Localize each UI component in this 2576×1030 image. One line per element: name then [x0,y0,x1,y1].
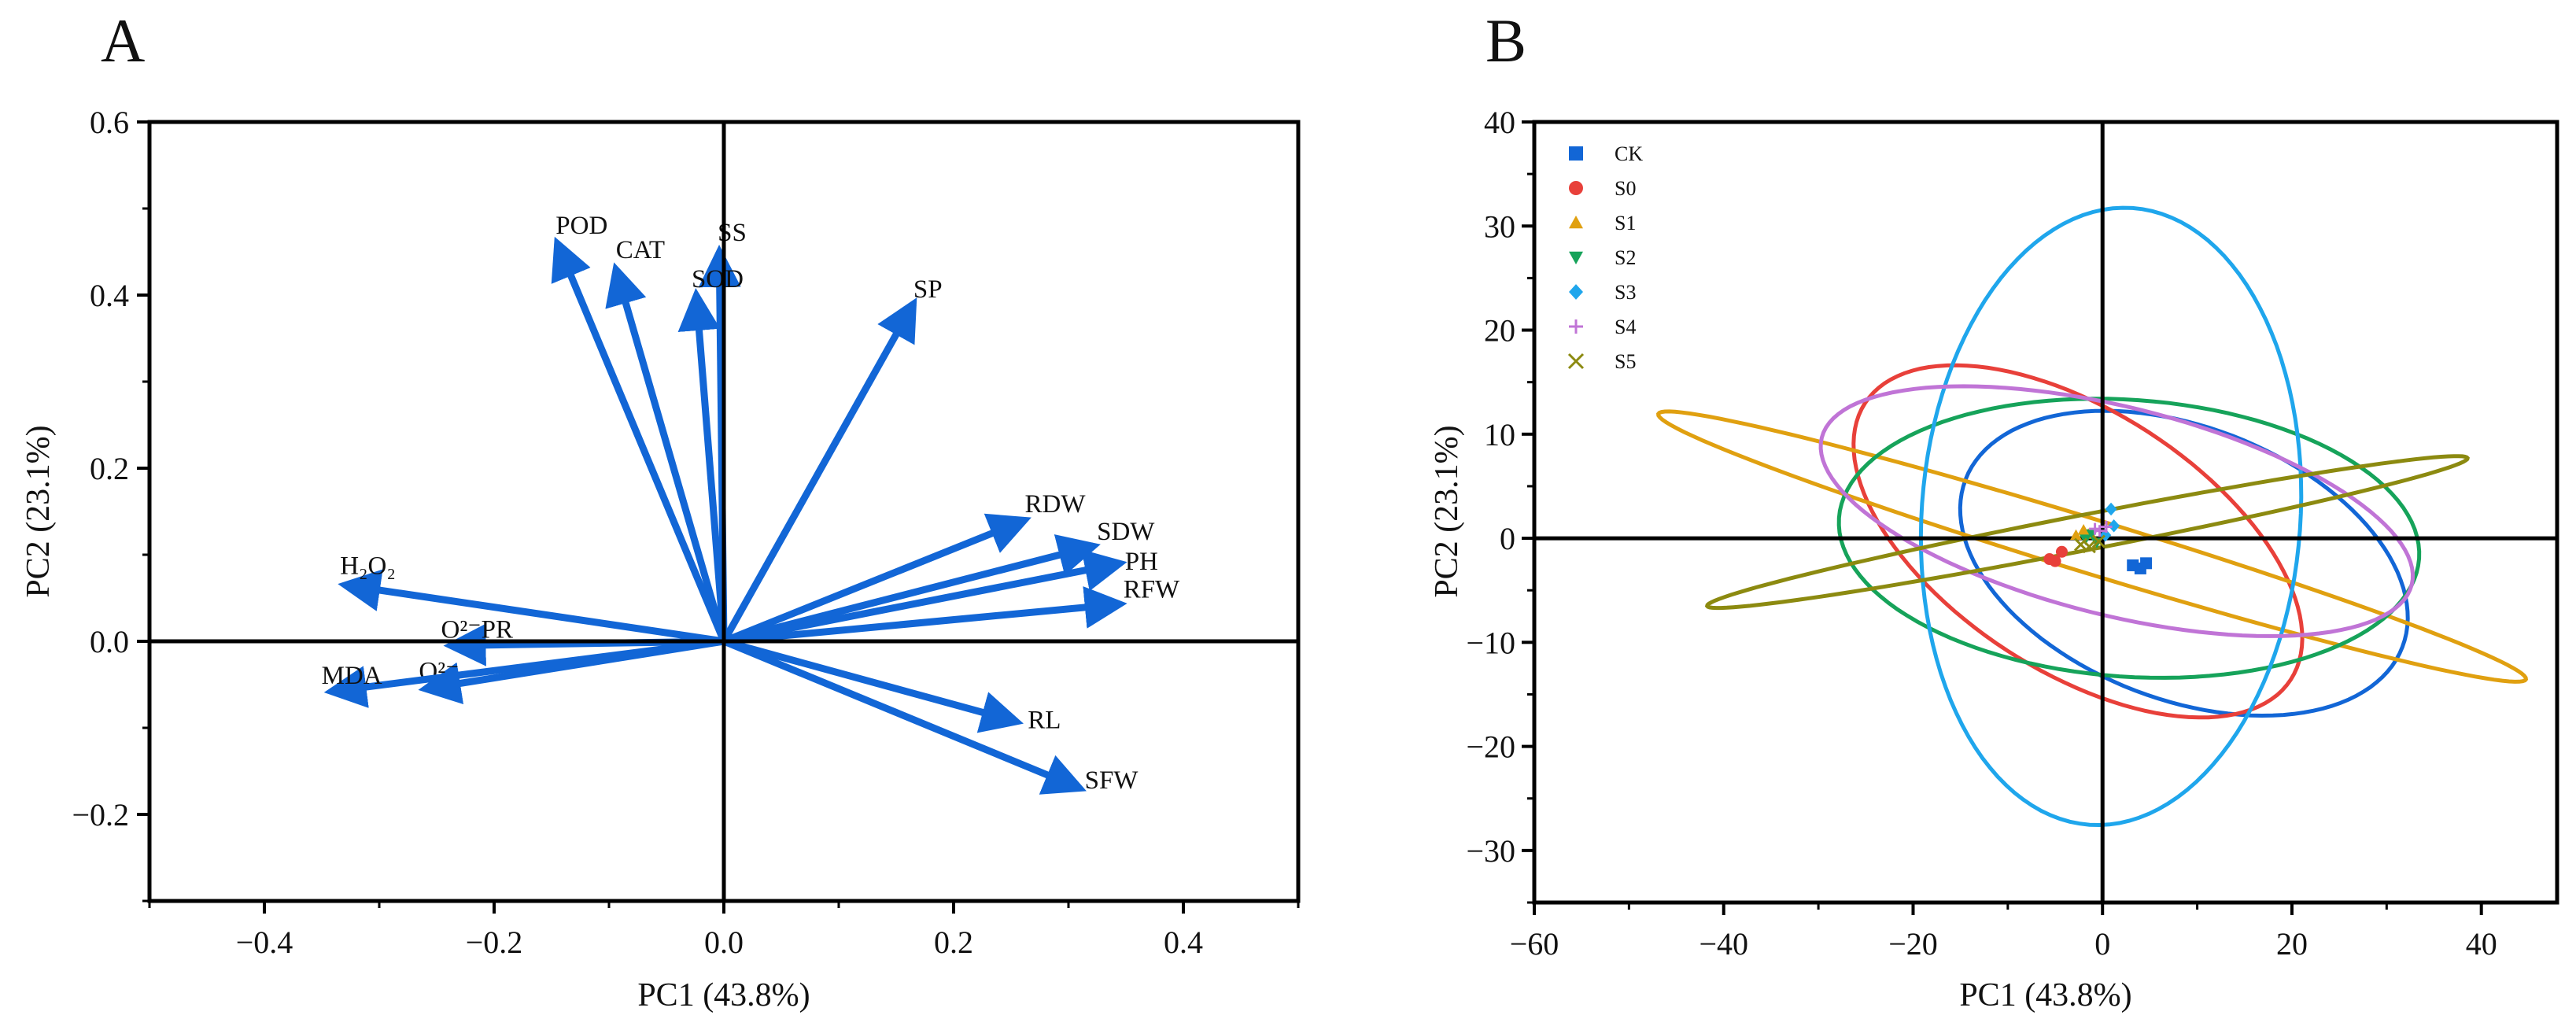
panel-b-x-tick-label: −60 [1510,926,1559,962]
loading-arrow-9 [722,637,1024,733]
panel-b-y-tick-label: 10 [1484,417,1515,452]
panel-b-y-tick-label: 30 [1484,209,1515,244]
panel-b-plot-frame [1532,120,2559,905]
loading-label-10: SFW [1085,766,1139,795]
panel-a-y-tick-label: 0.6 [90,105,129,140]
panel-a-y-tick-label: 0.2 [90,451,129,486]
loading-label-11: H₂O₂ [340,552,396,581]
legend-marker-ck [1569,146,1583,161]
data-point-s0 [2055,545,2068,558]
legend-label-ck: CK [1615,142,1643,165]
loading-label-1: CAT [616,236,665,264]
panel-b-legend: CK S0 S1 S2 S3 S4 S5 [1567,142,1643,373]
loading-label-8: RFW [1124,576,1180,604]
data-point-s0 [2049,555,2061,567]
panel-b-y-tick-label: 40 [1484,105,1515,140]
legend-label-s4: S4 [1615,316,1636,338]
panel-b-y-tick-label: −30 [1466,833,1515,869]
panel-b-y-axis-label: PC2 (23.1%) [1429,425,1465,597]
panel-a-x-tick-label: 0.2 [934,925,973,960]
panel-a-x-axis-label: PC1 (43.8%) [637,977,810,1013]
confidence-ellipse-s4 [1818,384,2415,638]
loading-label-0: POD [555,212,607,240]
panel-b-y-tick-label: 0 [1500,521,1515,556]
loading-label-4: SP [913,275,943,304]
loading-arrow-8 [723,586,1127,645]
panel-a-x-tick-label: −0.2 [466,925,523,960]
loading-label-14: MDA [322,662,382,690]
legend-marker-s1 [1569,216,1583,229]
loading-label-3: SOD [692,265,744,293]
legend-label-s2: S2 [1615,246,1636,269]
legend-marker-s0 [1569,181,1583,195]
loading-arrow-0 [551,236,728,643]
confidence-ellipse-s1 [1656,409,2529,684]
loading-label-6: SDW [1097,518,1155,546]
loading-arrow-10 [722,637,1087,795]
legend-marker-s4 [1569,319,1583,334]
confidence-ellipse-s2 [1836,397,2422,680]
confidence-ellipse-s5 [1704,454,2471,611]
data-point-s4 [2100,521,2113,533]
panel-b-x-tick-label: −40 [1699,926,1748,962]
data-point-ck [2134,562,2146,574]
data-point-s5 [2082,540,2096,554]
panel-a-y-axis-label: PC2 (23.1%) [20,425,57,597]
panel-a-letter: A [101,6,145,75]
legend-label-s1: S1 [1615,212,1636,234]
panel-b-y-tick-label: −10 [1466,625,1515,660]
panel-a-y-tick-label: 0.4 [90,278,129,313]
loading-arrow-6 [722,534,1101,645]
panel-a-y-tick-label: 0.0 [90,624,129,659]
panel-b-x-tick-label: 20 [2276,926,2308,962]
loading-label-5: RDW [1025,490,1087,519]
data-point-s3 [2108,519,2120,533]
loading-arrow-1 [605,262,728,643]
legend-label-s0: S0 [1615,177,1636,200]
legend-label-s5: S5 [1615,350,1636,373]
panel-b-letter: B [1485,6,1526,75]
loading-arrow-5 [722,513,1032,645]
loading-arrow-11 [338,569,725,645]
data-point-s1 [2070,529,2083,541]
panel-b-x-tick-label: −20 [1888,926,1938,962]
panel-b-score-plot: B −60 −40 −20 0 20 40 −30 −20 −10 0 10 20 30 40 CK S0 S… [1429,6,2559,1013]
legend-marker-s2 [1569,251,1583,264]
data-point-s5 [2073,537,2088,552]
panel-b-x-axis-label: PC1 (43.8%) [1959,977,2131,1013]
panel-b-x-tick-label: 0 [2094,926,2110,962]
data-point-s3 [2105,502,2117,516]
loading-arrow-4 [721,297,917,644]
data-point-s4 [2094,525,2106,537]
loading-label-7: PH [1125,548,1158,576]
panel-a-y-tick-label: −0.2 [72,797,129,832]
panel-a-x-tick-label: 0.0 [704,925,744,960]
loading-arrow-3 [677,288,728,642]
legend-marker-s3 [1569,284,1583,300]
legend-label-s3: S3 [1615,281,1636,304]
confidence-ellipse-s3 [1918,205,2304,828]
loading-arrow-14 [323,637,725,708]
data-point-s5 [2091,534,2105,548]
panel-a-x-tick-label: 0.4 [1164,925,1203,960]
panel-b-y-tick-label: 20 [1484,313,1515,349]
panel-a-x-tick-label: −0.4 [236,925,293,960]
loading-label-9: RL [1028,706,1061,734]
panel-b-x-tick-label: 40 [2466,926,2497,962]
legend-marker-s5 [1567,353,1585,370]
loading-arrow-7 [723,549,1127,645]
panel-b-y-tick-label: −20 [1466,729,1515,765]
